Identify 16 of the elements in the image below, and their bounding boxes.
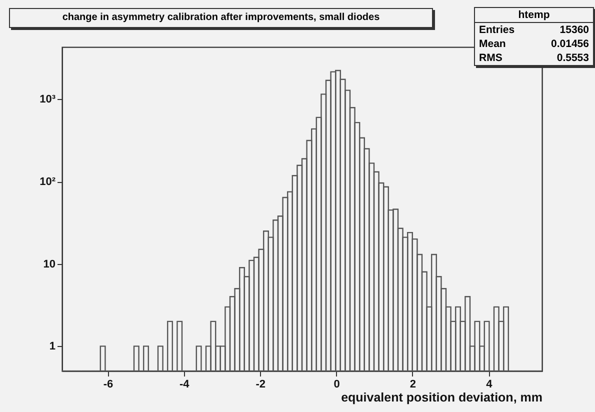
y-tick-label: 1 [49, 340, 56, 353]
text: Entries 15360 [479, 24, 589, 36]
text: Mean 0.01456 [479, 38, 589, 50]
text: RMS 0.5553 [479, 52, 589, 64]
x-axis-title: equivalent position deviation, mm [341, 390, 542, 404]
y-tick-label: 10³ [40, 94, 56, 106]
x-tick-label: -2 [256, 378, 266, 390]
x-tick-label: 4 [486, 378, 494, 390]
text: htemp [475, 8, 593, 23]
x-tick-label: 0 [334, 378, 340, 390]
chart-title: change in asymmetry calibration after improvements, small diodes [9, 8, 433, 28]
x-tick-label: -6 [103, 378, 114, 390]
x-tick-label: 2 [410, 378, 416, 390]
x-tick-label: -4 [180, 378, 190, 390]
y-tick-label: 10² [40, 176, 56, 188]
y-tick-label: 10 [43, 258, 56, 270]
